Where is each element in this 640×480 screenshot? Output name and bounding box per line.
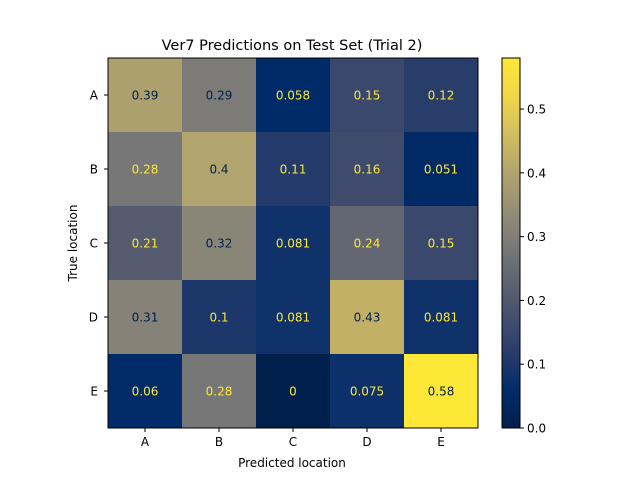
cell-value-label: 0.58	[428, 385, 455, 399]
cell-value-label: 0.21	[132, 237, 159, 251]
heatmap-cell	[108, 58, 183, 133]
colorbar-ticks: 0.0 0.1 0.2 0.3 0.4 0.5	[520, 103, 546, 436]
chart-title: Ver7 Predictions on Test Set (Trial 2)	[162, 38, 423, 54]
colorbar-tick-label: 0.0	[527, 422, 546, 436]
cell-value-label: 0.1	[209, 311, 228, 325]
y-tick-label: C	[90, 237, 98, 251]
heatmap-cell	[108, 354, 183, 429]
heatmap-cell	[182, 58, 257, 133]
cell-value-label: 0.28	[132, 163, 159, 177]
cell-value-label: 0.15	[354, 89, 381, 103]
heatmap-cell	[330, 280, 405, 355]
cell-value-label: 0.12	[428, 89, 455, 103]
heatmap-cell	[182, 280, 257, 355]
heatmap-cell	[330, 354, 405, 429]
heatmap-cell	[108, 206, 183, 281]
heatmap-cell	[330, 206, 405, 281]
x-tick-label: E	[437, 435, 445, 449]
cell-value-label: 0.081	[276, 237, 310, 251]
cell-value-label: 0.24	[354, 237, 381, 251]
y-tick-label: D	[89, 311, 98, 325]
cell-value-label: 0.39	[132, 89, 159, 103]
cell-value-label: 0.43	[354, 311, 381, 325]
heatmap-cell	[182, 132, 257, 207]
cell-value-label: 0.058	[276, 89, 310, 103]
y-tick-label: A	[90, 89, 99, 103]
heatmap-cell	[108, 132, 183, 207]
cell-value-label: 0.081	[424, 311, 458, 325]
heatmap-cell	[256, 354, 331, 429]
colorbar-tick-label: 0.2	[527, 294, 546, 308]
x-tick-label: B	[215, 435, 223, 449]
heatmap-cell	[182, 354, 257, 429]
x-tick-label: D	[362, 435, 371, 449]
x-axis-label: Predicted location	[238, 456, 346, 470]
x-axis: A B C D E	[141, 428, 445, 449]
cell-value-label: 0	[289, 385, 297, 399]
heatmap-cell	[256, 132, 331, 207]
cell-value-label: 0.11	[280, 163, 307, 177]
heatmap-cell	[404, 280, 479, 355]
heatmap-cell	[108, 280, 183, 355]
cell-value-label: 0.29	[206, 89, 233, 103]
y-tick-label: B	[90, 163, 98, 177]
colorbar-tick-label: 0.4	[527, 166, 546, 180]
cell-value-label: 0.075	[350, 385, 384, 399]
x-tick-label: C	[289, 435, 297, 449]
heatmap-cell	[404, 58, 479, 133]
colorbar-tick-label: 0.1	[527, 358, 546, 372]
x-tick-label: A	[141, 435, 150, 449]
cell-value-label: 0.16	[354, 163, 381, 177]
cell-value-label: 0.32	[206, 237, 233, 251]
colorbar	[501, 57, 521, 429]
cell-value-label: 0.28	[206, 385, 233, 399]
cell-value-label: 0.051	[424, 163, 458, 177]
heatmap-cell	[256, 58, 331, 133]
heatmap-cell	[330, 132, 405, 207]
colorbar-tick-label: 0.3	[527, 230, 546, 244]
y-axis-label: True location	[66, 205, 80, 283]
heatmap-cell	[330, 58, 405, 133]
cell-value-label: 0.081	[276, 311, 310, 325]
heatmap-cell	[182, 206, 257, 281]
heatmap-cell	[404, 206, 479, 281]
y-tick-label: E	[90, 385, 98, 399]
heatmap-cell	[256, 280, 331, 355]
cell-value-label: 0.4	[209, 163, 228, 177]
cell-value-label: 0.06	[132, 385, 159, 399]
colorbar-tick-label: 0.5	[527, 103, 546, 117]
heatmap-cell	[404, 354, 479, 429]
heatmap-cells: 0.39 0.29 0.058 0.15 0.12 0.28 0.4 0.11 0.16 0.05…	[108, 58, 479, 429]
heatmap-cell	[404, 132, 479, 207]
heatmap-cell	[256, 206, 331, 281]
cell-value-label: 0.31	[132, 311, 159, 325]
y-axis: A B C D E	[89, 89, 108, 399]
cell-value-label: 0.15	[428, 237, 455, 251]
